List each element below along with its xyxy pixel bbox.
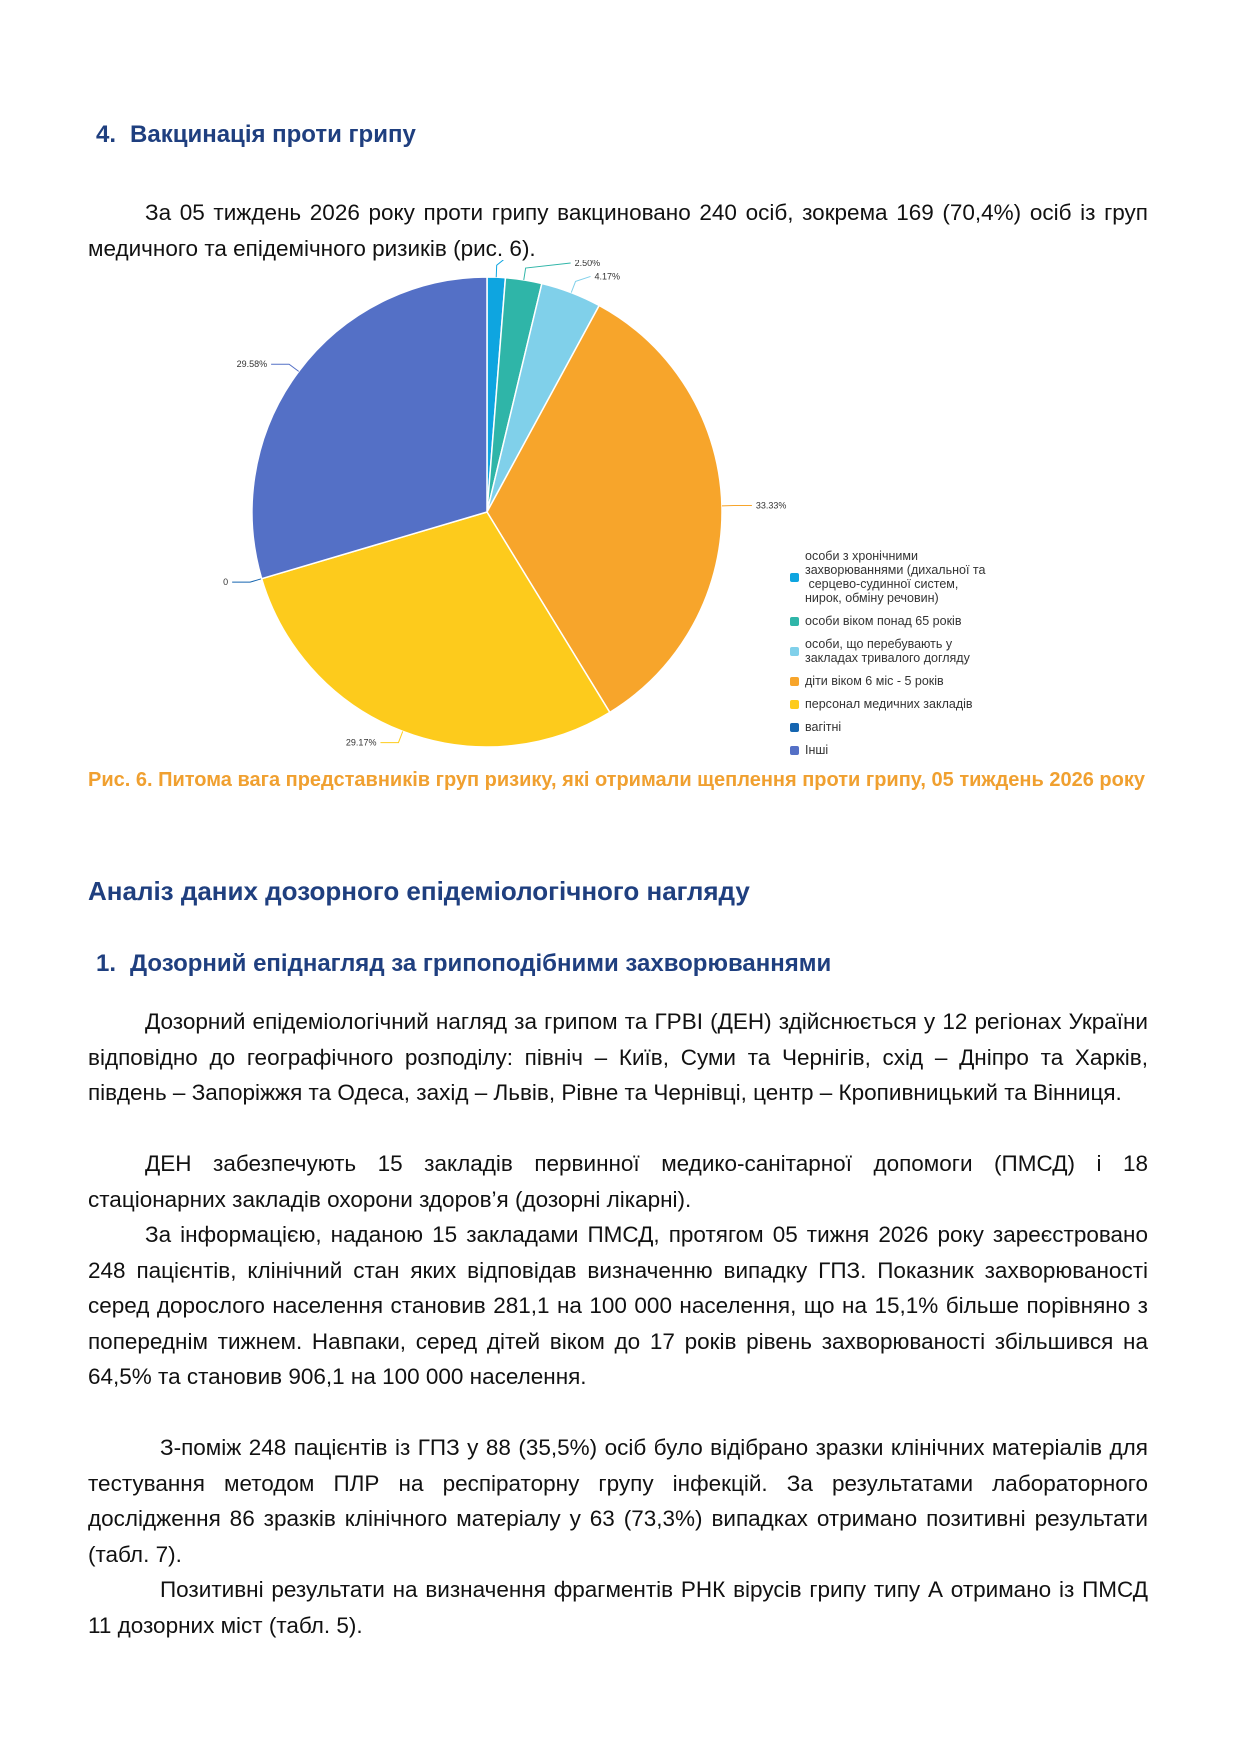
paragraph: За інформацією, наданою 15 закладами ПМС… (88, 1222, 1148, 1389)
section-heading-sentinel: 1. Дозорний епіднагляд за грипоподібними … (96, 950, 832, 977)
legend-item: вагітні (790, 720, 985, 734)
vaccination-paragraph: За 05 тиждень 2026 року проти грипу вакц… (88, 200, 1148, 261)
paragraph: З-поміж 248 пацієнтів із ГПЗ у 88 (35,5%… (88, 1435, 1148, 1567)
legend-item: Інші (790, 743, 985, 757)
label-leader-line (232, 578, 262, 583)
figure-caption: Рис. 6. Питома вага представників груп р… (88, 769, 1145, 791)
legend-label: діти віком 6 міс - 5 років (805, 674, 944, 688)
paragraph: Позитивні результати на визначення фрагм… (88, 1577, 1148, 1638)
legend-swatch (790, 676, 799, 686)
pie-slice (251, 276, 488, 580)
label-leader-line (271, 363, 300, 372)
label-leader-line (523, 262, 571, 280)
paragraph: Дозорний епідеміологічний нагляд за грип… (88, 1009, 1148, 1105)
pie-slice (486, 304, 723, 714)
data-label: 2.50% (575, 260, 601, 268)
legend-item: особи, що перебувають у закладах тривало… (790, 637, 985, 665)
legend-item: особи з хронічними захворюваннями (дихал… (790, 549, 985, 605)
chart-legend: особи з хронічними захворюваннями (дихал… (790, 549, 985, 766)
data-label: 33.33% (756, 501, 787, 511)
data-label: 1.25% (511, 260, 537, 262)
legend-label: вагітні (805, 720, 842, 734)
legend-label: Інші (805, 743, 829, 757)
pie-chart: 1.25% 2.50% 4.17% 33.33% 29.17% 0 29.58% (223, 260, 787, 748)
legend-label: особи віком понад 65 років (805, 614, 962, 628)
legend-item: діти віком 6 міс - 5 років (790, 674, 985, 688)
legend-label: особи з хронічними захворюваннями (дихал… (805, 549, 986, 605)
label-leader-line (495, 260, 504, 278)
data-label: 29.17% (346, 738, 377, 748)
data-label: 29.58% (237, 359, 268, 369)
legend-swatch (790, 572, 799, 582)
paragraph: ДЕН забезпечують 15 закладів первинної м… (88, 1151, 1148, 1212)
legend-swatch (790, 722, 799, 732)
label-leader-line (570, 275, 591, 293)
pie-slice (260, 511, 611, 748)
legend-label: особи, що перебувають у закладах тривало… (805, 637, 970, 665)
legend-swatch (790, 745, 799, 755)
legend-item: персонал медичних закладів (790, 697, 985, 711)
label-leader-line (380, 731, 404, 744)
legend-label: персонал медичних закладів (805, 697, 973, 711)
legend-item: особи віком понад 65 років (790, 614, 985, 628)
section-heading-vaccination: 4. Вакцинація проти грипу (96, 121, 416, 148)
legend-swatch (790, 646, 799, 656)
legend-swatch (790, 616, 799, 626)
data-label: 4.17% (595, 271, 621, 281)
data-label: 0 (223, 577, 228, 587)
analysis-title: Аналіз даних дозорного епідеміологічного… (88, 876, 750, 906)
legend-swatch (790, 699, 799, 709)
